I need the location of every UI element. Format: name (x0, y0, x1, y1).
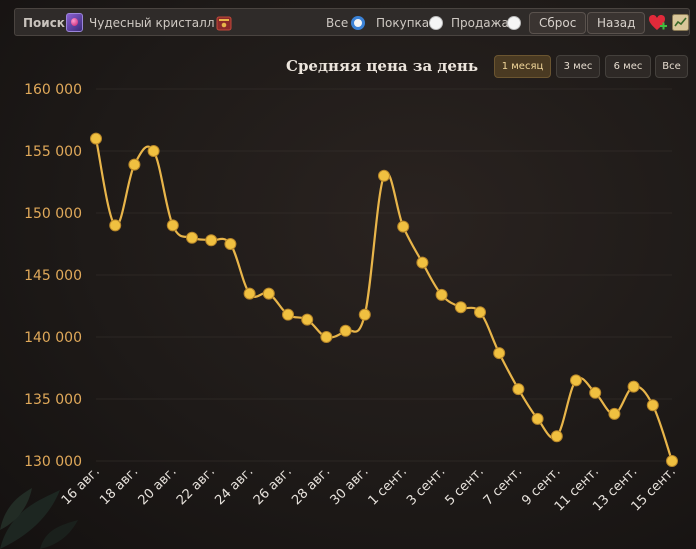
y-tick-label: 155 000 (24, 144, 82, 160)
x-tick-label: 5 сент. (442, 464, 486, 508)
y-tick-label: 150 000 (24, 206, 82, 222)
x-tick-label: 20 авг. (136, 464, 180, 508)
period-all-button[interactable]: Все (655, 55, 688, 78)
data-point[interactable] (282, 308, 294, 321)
data-point[interactable] (128, 158, 141, 171)
filter-all-radio[interactable] (351, 16, 365, 30)
book-icon[interactable] (215, 14, 233, 32)
data-point[interactable] (378, 169, 390, 182)
period-3-months-button[interactable]: 3 мес (556, 55, 600, 78)
data-point[interactable] (205, 234, 218, 247)
y-tick-label: 135 000 (24, 392, 82, 408)
data-point[interactable] (474, 306, 486, 319)
data-point[interactable] (608, 407, 621, 420)
x-tick-label: 7 сент. (481, 464, 525, 508)
data-point[interactable] (320, 331, 333, 343)
period-label: Все (662, 61, 681, 72)
x-tick-label: 24 авг. (212, 464, 256, 508)
grid (96, 88, 672, 462)
data-point[interactable] (243, 287, 256, 300)
data-point[interactable] (550, 430, 563, 443)
filter-sell-radio[interactable] (507, 16, 521, 30)
period-1-month-button[interactable]: 1 месяц (494, 55, 551, 78)
back-button[interactable]: Назад (587, 12, 646, 34)
heart-plus-icon[interactable] (648, 13, 668, 33)
data-point[interactable] (186, 231, 198, 244)
data-point[interactable] (493, 347, 506, 360)
chart-title: Средняя цена за день (286, 57, 479, 75)
data-point[interactable] (224, 238, 237, 250)
reset-button[interactable]: Сброс (529, 12, 587, 34)
period-6-months-button[interactable]: 6 мес (605, 55, 651, 78)
item-name[interactable]: Чудесный кристалл (89, 16, 215, 30)
filter-all-label: Все (326, 16, 349, 30)
data-point[interactable] (416, 256, 429, 269)
period-label: 3 мес (563, 61, 593, 72)
data-point[interactable] (90, 132, 102, 145)
y-tick-label: 145 000 (24, 268, 82, 284)
x-tick-label: 22 авг. (174, 464, 218, 508)
crystal-icon (66, 13, 83, 32)
period-label: 6 мес (613, 61, 643, 72)
data-point[interactable] (358, 308, 371, 321)
x-tick-label: 26 авг. (251, 464, 295, 508)
data-point[interactable] (166, 219, 179, 232)
search-toolbar: Поиск: Чудесный кристалл Все Покупка Про… (14, 8, 690, 36)
data-point[interactable] (512, 383, 525, 396)
decorative-leaves (0, 488, 78, 549)
y-axis: 160 000 155 000 150 000 145 000 140 000 135 0… (24, 82, 82, 470)
data-point[interactable] (531, 412, 544, 425)
x-tick-label: 28 авг. (289, 464, 333, 508)
filter-sell-label: Продажа (451, 16, 509, 30)
data-point[interactable] (666, 455, 678, 467)
data-point[interactable] (397, 220, 410, 233)
data-point[interactable] (646, 399, 659, 412)
filter-buy-label: Покупка (376, 16, 430, 30)
data-point[interactable] (627, 380, 640, 393)
data-points (90, 132, 678, 467)
data-point[interactable] (301, 313, 314, 326)
x-axis: 16 авг.18 авг.20 авг.22 авг.24 авг.26 ав… (59, 464, 679, 514)
y-tick-label: 140 000 (24, 330, 82, 346)
series-line (94, 138, 674, 462)
x-tick-label: 30 авг. (328, 464, 372, 508)
search-label: Поиск: (23, 16, 70, 30)
x-tick-label: 18 авг. (97, 464, 141, 508)
x-tick-label: 3 сент. (404, 464, 448, 508)
data-point[interactable] (454, 301, 467, 314)
period-label: 1 месяц (501, 61, 544, 72)
y-tick-label: 130 000 (24, 454, 82, 470)
y-tick-label: 160 000 (24, 82, 82, 98)
filter-buy-radio[interactable] (429, 16, 443, 30)
data-point[interactable] (109, 219, 122, 232)
data-point[interactable] (262, 287, 275, 300)
data-point[interactable] (147, 145, 160, 157)
data-point[interactable] (570, 374, 582, 387)
line-chart-icon[interactable] (672, 14, 689, 31)
data-point[interactable] (339, 324, 352, 337)
data-point[interactable] (589, 386, 602, 399)
x-tick-label: 1 сент. (366, 464, 410, 508)
data-point[interactable] (435, 288, 448, 301)
